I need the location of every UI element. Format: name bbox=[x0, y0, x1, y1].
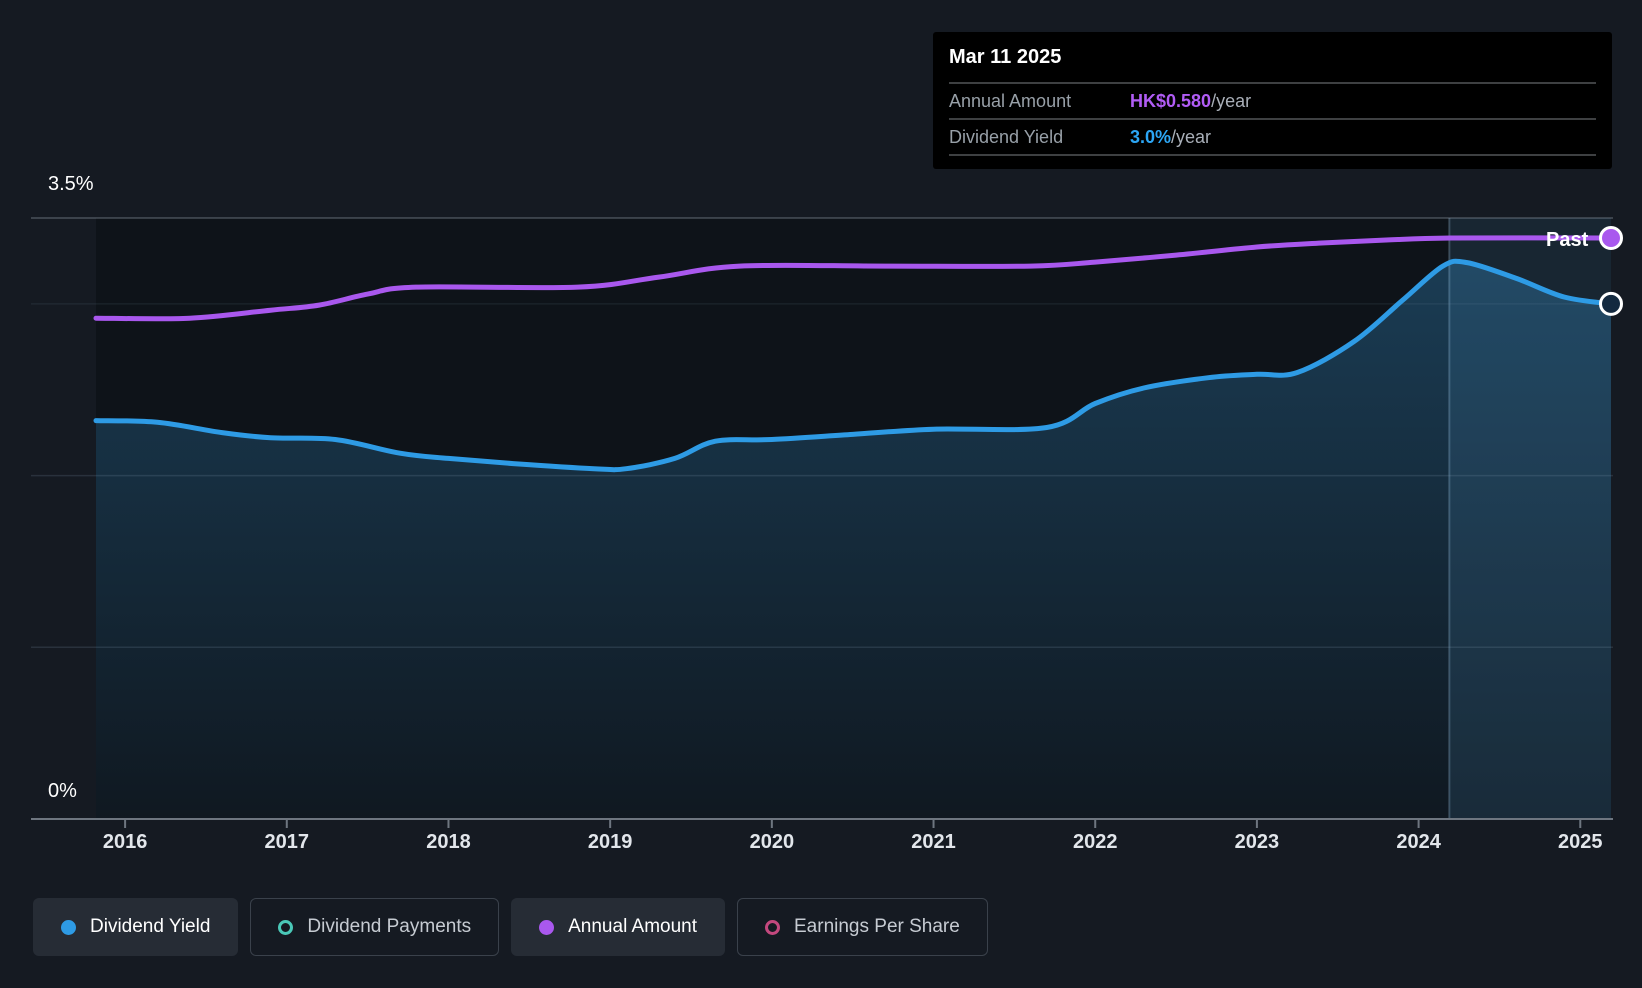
y-axis-label-bottom: 0% bbox=[48, 780, 77, 802]
chart-legend: Dividend Yield Dividend Payments Annual Am… bbox=[33, 898, 988, 956]
yield-area-fill bbox=[96, 261, 1611, 819]
x-axis-label: 2017 bbox=[264, 831, 310, 853]
x-axis-label: 2025 bbox=[1558, 831, 1603, 853]
x-axis-label: 2023 bbox=[1234, 831, 1280, 853]
y-axis-label-top: 3.5% bbox=[48, 173, 94, 195]
x-axis-label: 2022 bbox=[1072, 831, 1118, 853]
legend-dividend-payments[interactable]: Dividend Payments bbox=[250, 898, 500, 956]
x-axis-ticks bbox=[124, 819, 1582, 828]
tooltip-date: Mar 11 2025 bbox=[949, 32, 1596, 84]
past-period-band bbox=[1449, 218, 1611, 819]
legend-label: Earnings Per Share bbox=[794, 916, 960, 937]
filled-dot-icon bbox=[61, 919, 76, 935]
legend-dividend-yield[interactable]: Dividend Yield bbox=[33, 898, 239, 956]
dividend-yield-line bbox=[93, 258, 1614, 473]
x-axis-label: 2020 bbox=[749, 831, 795, 853]
tooltip-row-dividend-yield: Dividend Yield 3.0% /year bbox=[949, 120, 1596, 156]
tooltip-value: 3.0% bbox=[1130, 126, 1172, 147]
annual-amount-line bbox=[93, 235, 1614, 322]
tooltip-label: Dividend Yield bbox=[949, 126, 1064, 147]
tooltip-suffix: /year bbox=[1171, 126, 1212, 147]
legend-annual-amount[interactable]: Annual Amount bbox=[511, 898, 725, 956]
legend-earnings-per-share[interactable]: Earnings Per Share bbox=[737, 898, 988, 956]
x-axis-label: 2024 bbox=[1396, 831, 1441, 853]
annual-amount-end-marker bbox=[1599, 226, 1623, 251]
tooltip-label: Annual Amount bbox=[949, 90, 1072, 111]
chart-tooltip: Mar 11 2025 Annual Amount HK$0.580 /year… bbox=[933, 32, 1612, 169]
past-label: Past bbox=[1546, 229, 1589, 251]
legend-label: Dividend Payments bbox=[307, 916, 472, 937]
ring-icon bbox=[765, 919, 780, 935]
x-axis-label: 2019 bbox=[587, 831, 633, 853]
gridlines bbox=[31, 217, 1613, 820]
ring-icon bbox=[278, 919, 294, 935]
x-axis-label: 2016 bbox=[102, 831, 148, 853]
legend-label: Annual Amount bbox=[568, 916, 697, 937]
tooltip-row-annual-amount: Annual Amount HK$0.580 /year bbox=[949, 84, 1596, 120]
tooltip-suffix: /year bbox=[1211, 90, 1252, 111]
tooltip-value: HK$0.580 bbox=[1130, 90, 1212, 111]
x-axis-label: 2021 bbox=[911, 831, 956, 853]
filled-dot-icon bbox=[539, 919, 555, 935]
legend-label: Dividend Yield bbox=[90, 916, 211, 937]
dividend-yield-end-marker bbox=[1599, 291, 1623, 316]
x-axis-label: 2018 bbox=[426, 831, 471, 853]
